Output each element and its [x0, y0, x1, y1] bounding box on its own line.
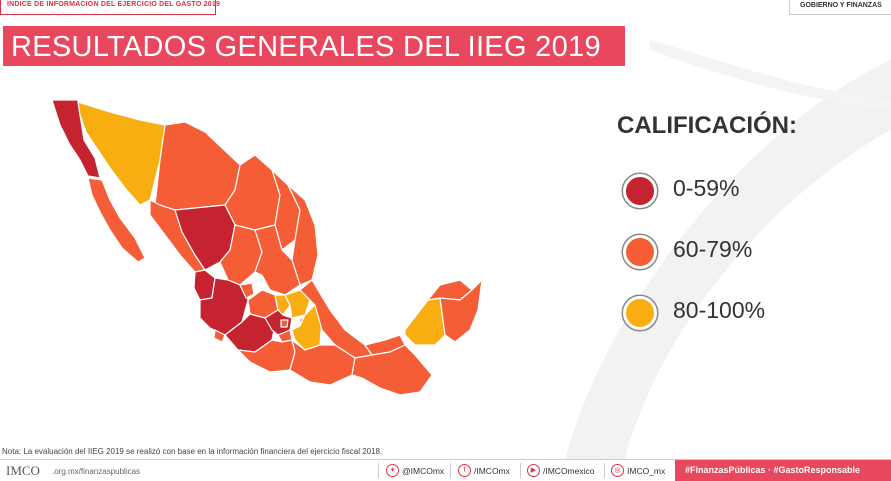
state-baja-california-sur	[87, 177, 146, 263]
legend-label-mid: 60-79%	[673, 236, 753, 262]
footer-divider	[604, 463, 605, 478]
state-colima	[213, 329, 226, 343]
section-label-box: GOBIERNO Y FINANZAS	[789, 0, 891, 15]
footer-divider	[450, 463, 451, 478]
footer-divider	[520, 463, 521, 478]
state-sonora	[77, 101, 166, 206]
facebook-handle: /IMCOmx	[474, 465, 510, 476]
footer-url[interactable]: .org.mx/finanzaspublicas	[52, 467, 141, 476]
state-chiapas	[351, 344, 433, 396]
footer-divider	[378, 463, 379, 478]
instagram-link[interactable]: ◎ IMCO_mx	[611, 464, 665, 477]
twitter-handle: @IMCOmx	[402, 465, 445, 476]
facebook-icon: f	[458, 464, 471, 477]
facebook-link[interactable]: f /IMCOmx	[458, 464, 510, 477]
page-title: RESULTADOS GENERALES DEL IIEG 2019	[11, 31, 601, 63]
red-circle-icon	[623, 174, 657, 208]
section-label: GOBIERNO Y FINANZAS	[800, 2, 882, 9]
yellow-circle-icon	[623, 296, 657, 330]
state-cdmx	[280, 319, 289, 328]
legend-label-high: 80-100%	[673, 297, 766, 323]
youtube-link[interactable]: ▶ /IMCOmexico	[527, 464, 594, 477]
state-tamaulipas	[287, 184, 319, 286]
orange-circle-icon	[623, 235, 657, 269]
legend-title: CALIFICACIÓN:	[617, 112, 797, 139]
legend-label-low: 0-59%	[673, 175, 740, 201]
imco-logo: IMCO	[6, 463, 40, 478]
twitter-icon: ✦	[386, 464, 399, 477]
instagram-handle: IMCO_mx	[627, 465, 666, 476]
twitter-link[interactable]: ✦ @IMCOmx	[386, 464, 444, 477]
state-campeche	[404, 297, 446, 346]
top-bar: ÍNDICE DE INFORMACIÓN DEL EJERCICIO DEL …	[0, 0, 891, 16]
footer: IMCO .org.mx/finanzaspublicas ✦ @IMCOmx …	[0, 459, 891, 481]
hashtag-banner: #FinanzasPúblicas · #GastoResponsable	[675, 460, 891, 481]
instagram-icon: ◎	[611, 464, 624, 477]
state-quintana-roo	[439, 279, 483, 343]
state-mexico	[264, 309, 293, 336]
report-label: ÍNDICE DE INFORMACIÓN DEL EJERCICIO DEL …	[7, 1, 221, 8]
state-aguascalientes	[239, 282, 255, 299]
youtube-handle: /IMCOmexico	[543, 465, 595, 476]
footnote: Nota: La evaluación del IIEG 2019 se rea…	[2, 447, 383, 456]
mexico-map	[51, 99, 483, 396]
youtube-icon: ▶	[527, 464, 540, 477]
title-banner: RESULTADOS GENERALES DEL IIEG 2019	[3, 26, 625, 66]
hashtags: #FinanzasPúblicas · #GastoResponsable	[685, 465, 861, 475]
state-chihuahua	[154, 121, 241, 211]
report-label-box: ÍNDICE DE INFORMACIÓN DEL EJERCICIO DEL …	[0, 0, 220, 15]
